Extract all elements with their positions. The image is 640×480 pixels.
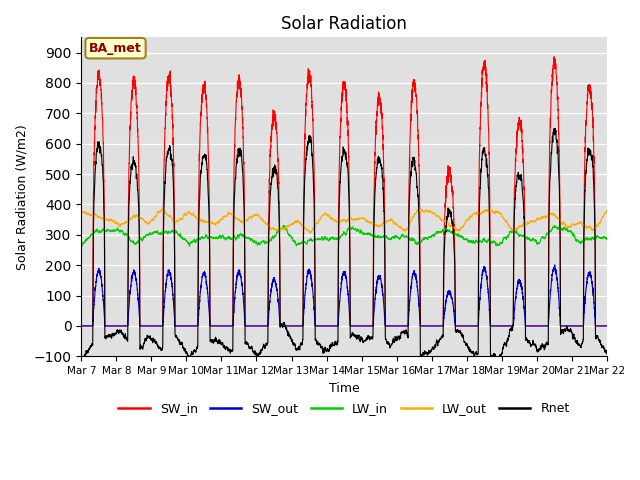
Line: Rnet: Rnet — [81, 129, 607, 361]
Legend: SW_in, SW_out, LW_in, LW_out, Rnet: SW_in, SW_out, LW_in, LW_out, Rnet — [113, 397, 575, 420]
Rnet — [603, 351, 611, 357]
Rnet — [433, 337, 440, 343]
Rnet — [77, 357, 85, 363]
LW_in — [603, 235, 611, 241]
SW_in — [550, 54, 558, 60]
SW_out — [602, 323, 610, 329]
Rnet — [494, 359, 502, 364]
LW_in — [433, 229, 440, 235]
Rnet — [324, 348, 332, 353]
Rnet — [603, 350, 611, 356]
SW_in — [492, 323, 499, 329]
LW_out — [433, 213, 440, 219]
LW_in — [172, 229, 180, 235]
LW_in — [603, 237, 611, 242]
LW_in — [280, 222, 288, 228]
SW_in — [462, 323, 470, 329]
SW_out — [172, 323, 180, 329]
Line: LW_out: LW_out — [81, 209, 607, 233]
Line: SW_out: SW_out — [81, 265, 607, 326]
SW_in — [433, 323, 440, 329]
LW_out — [324, 213, 332, 219]
SW_out — [77, 323, 85, 329]
LW_out — [307, 230, 314, 236]
Rnet — [552, 126, 559, 132]
Text: BA_met: BA_met — [89, 42, 142, 55]
Line: SW_in: SW_in — [81, 57, 607, 326]
SW_out — [462, 323, 470, 329]
LW_out — [172, 219, 180, 225]
Rnet — [462, 342, 470, 348]
LW_out — [492, 208, 500, 214]
SW_out — [324, 323, 332, 329]
SW_out — [492, 323, 499, 329]
SW_out — [551, 262, 559, 268]
LW_out — [77, 211, 85, 216]
Y-axis label: Solar Radiation (W/m2): Solar Radiation (W/m2) — [15, 124, 28, 270]
Title: Solar Radiation: Solar Radiation — [281, 15, 407, 33]
LW_out — [603, 208, 611, 214]
LW_in — [324, 238, 332, 244]
Rnet — [492, 354, 499, 360]
LW_out — [462, 217, 470, 223]
LW_out — [603, 209, 611, 215]
Line: LW_in: LW_in — [81, 225, 607, 247]
LW_in — [77, 243, 85, 249]
SW_in — [324, 323, 332, 329]
SW_out — [603, 323, 611, 329]
SW_in — [172, 323, 180, 329]
SW_out — [433, 323, 440, 329]
LW_in — [462, 237, 470, 243]
X-axis label: Time: Time — [329, 382, 360, 395]
SW_in — [602, 323, 610, 329]
SW_in — [77, 323, 85, 329]
Rnet — [172, 333, 180, 339]
LW_out — [158, 206, 166, 212]
LW_in — [77, 244, 85, 250]
LW_in — [492, 241, 500, 247]
SW_in — [603, 323, 611, 329]
